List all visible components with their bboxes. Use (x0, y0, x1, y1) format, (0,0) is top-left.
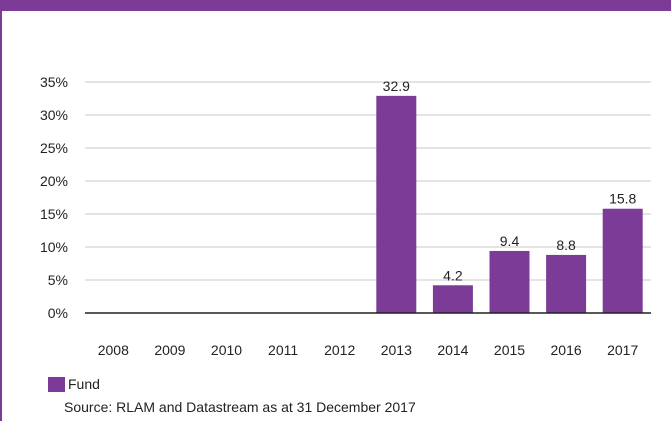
x-tick-label: 2012 (324, 342, 355, 358)
y-tick-label: 10% (40, 239, 68, 255)
x-tick-label: 2014 (437, 342, 468, 358)
y-tick-label: 15% (40, 206, 68, 222)
legend-swatch-fund (48, 376, 65, 392)
x-tick-label: 2008 (98, 342, 129, 358)
data-label: 9.4 (500, 233, 520, 249)
data-label: 15.8 (609, 191, 636, 207)
y-tick-label: 35% (40, 74, 68, 90)
header-band (0, 0, 671, 11)
data-label: 4.2 (443, 267, 463, 283)
x-tick-label: 2016 (551, 342, 582, 358)
bar (432, 285, 473, 313)
x-tick-label: 2011 (268, 342, 298, 358)
left-border (0, 0, 2, 421)
legend-label-fund: Fund (68, 376, 100, 392)
y-tick-label: 30% (40, 107, 68, 123)
x-tick-label: 2009 (154, 342, 185, 358)
y-tick-label: 25% (40, 140, 68, 156)
bar (602, 208, 643, 313)
x-tick-label: 2015 (494, 342, 525, 358)
y-tick-label: 20% (40, 173, 68, 189)
legend: Fund (48, 376, 100, 392)
x-tick-label: 2013 (381, 342, 412, 358)
source-note: Source: RLAM and Datastream as at 31 Dec… (64, 399, 416, 415)
bar (376, 95, 417, 313)
data-label: 8.8 (556, 237, 576, 253)
data-label: 32.9 (383, 78, 410, 94)
x-tick-label: 2017 (607, 342, 638, 358)
bar (546, 254, 587, 313)
bar (489, 250, 530, 313)
x-tick-label: 2010 (211, 342, 242, 358)
y-tick-label: 0% (48, 305, 68, 321)
y-tick-label: 5% (48, 272, 68, 288)
